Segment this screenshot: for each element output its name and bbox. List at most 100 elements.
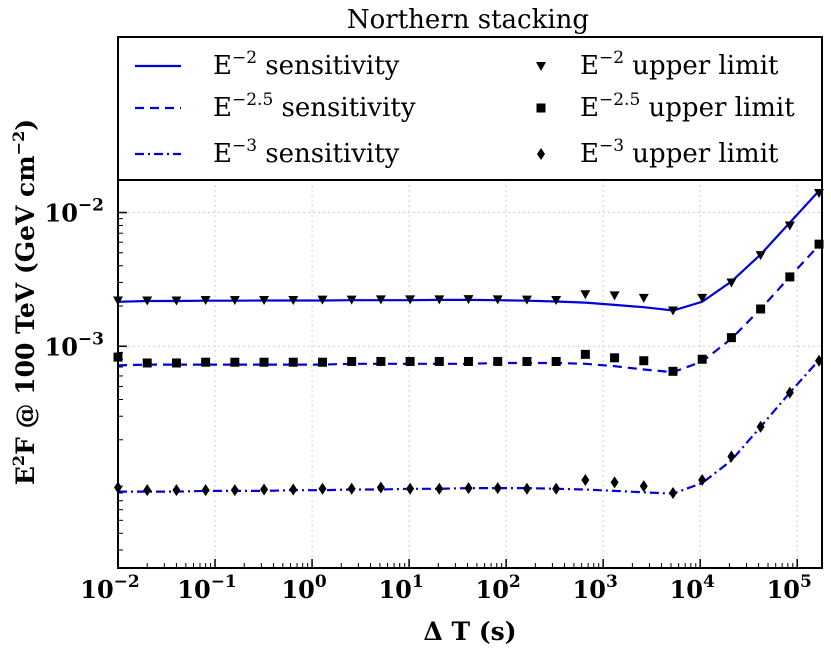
series-3-point	[259, 295, 270, 305]
series-4-point	[171, 358, 181, 368]
series-5-point	[318, 482, 327, 495]
legend-label: E−2.5 upper limit	[580, 90, 795, 123]
series-5-point	[230, 484, 239, 497]
series-3-point	[609, 291, 620, 301]
series-4-point	[230, 357, 240, 367]
series-4-point	[610, 353, 620, 363]
series-3-point	[638, 293, 649, 303]
series-5-point	[406, 482, 415, 495]
series-3-point	[492, 295, 503, 305]
series-3-point	[755, 251, 766, 261]
series-0-line	[117, 190, 820, 312]
series-4-point	[551, 356, 561, 366]
series-5-point	[435, 482, 444, 495]
series-3-point	[784, 221, 795, 231]
legend-marker-swatch	[537, 148, 545, 160]
series-5-point	[143, 484, 152, 497]
series-3-point	[142, 296, 153, 306]
x-tick-label: 101	[378, 572, 423, 604]
x-tick-label: 100	[281, 572, 326, 604]
legend-label: E−2 upper limit	[580, 48, 779, 81]
series-5-point	[727, 450, 736, 463]
legend-label: E−3 upper limit	[580, 136, 779, 169]
legend-marker-swatch	[536, 62, 546, 71]
legend-marker-swatch	[536, 103, 546, 113]
series-3-point	[346, 295, 357, 305]
series-1-line	[117, 244, 820, 374]
series-4-point	[434, 356, 444, 366]
series-3-point	[229, 295, 240, 305]
y-tick-label: 10−3	[45, 329, 104, 361]
series-5-point	[289, 483, 298, 496]
legend-box	[117, 36, 823, 181]
series-4-point	[756, 304, 766, 314]
series-3-point	[463, 295, 474, 305]
series-5-point	[201, 484, 210, 497]
series-5-point	[172, 484, 181, 497]
x-tick-label: 10−1	[177, 572, 236, 604]
legend: E−2 sensitivity E−2.5 sensitivity E−3 sens…	[135, 48, 795, 169]
series-5-point	[698, 474, 707, 487]
series-3-point	[697, 293, 708, 303]
series-4-point	[814, 239, 824, 249]
series-4-point	[639, 356, 649, 366]
series-3-point	[317, 295, 328, 305]
series-5-point	[464, 482, 473, 495]
legend-label: E−2.5 sensitivity	[213, 90, 416, 123]
series-4-point	[259, 357, 269, 367]
y-tick-label: 10−2	[45, 196, 104, 228]
x-tick-label: 103	[573, 572, 618, 604]
series-4-point	[697, 354, 707, 364]
series-4-point	[376, 356, 386, 366]
series-4-point	[785, 272, 795, 282]
series-5-point	[347, 482, 356, 495]
grid	[117, 180, 822, 568]
series-5-point	[610, 476, 619, 489]
series-4-point	[726, 333, 736, 343]
axis-ticks: 10−2 10−1 100 101 102 103 104 105 10−3 10−2	[45, 196, 812, 604]
series-5-point	[522, 482, 531, 495]
series-4-point	[288, 357, 298, 367]
plot-series	[113, 188, 825, 500]
series-5-point	[552, 482, 561, 495]
series-4-point	[464, 356, 474, 366]
series-5-point	[668, 487, 677, 500]
series-5-point	[639, 480, 648, 493]
series-3-point	[171, 296, 182, 306]
series-3-point	[375, 295, 386, 305]
series-3-point	[200, 295, 211, 305]
series-5-point	[756, 420, 765, 433]
x-tick-label: 102	[476, 572, 521, 604]
y-axis-label: E2F @ 100 TeV (GeV cm−2)	[9, 119, 40, 485]
x-tick-label: 105	[767, 572, 812, 604]
series-4-point	[493, 356, 503, 366]
series-3-point	[405, 295, 416, 305]
plot-frame	[117, 179, 823, 569]
chart-title: Northern stacking	[347, 5, 589, 35]
legend-label: E−3 sensitivity	[213, 136, 400, 169]
series-5-point	[581, 474, 590, 487]
series-5-point	[785, 386, 794, 399]
x-axis-label: Δ T (s)	[423, 617, 516, 646]
series-4-point	[522, 356, 532, 366]
series-3-point	[726, 278, 737, 288]
series-4-point	[580, 349, 590, 359]
series-3-point	[288, 295, 299, 305]
x-tick-label: 104	[670, 572, 715, 604]
series-5-point	[260, 483, 269, 496]
series-3-point	[521, 295, 532, 305]
series-4-point	[668, 366, 678, 376]
series-4-point	[347, 356, 357, 366]
series-3-point	[667, 306, 678, 316]
series-4-point	[405, 356, 415, 366]
series-5-point	[493, 482, 502, 495]
series-2-line	[118, 359, 820, 495]
series-3-point	[551, 295, 562, 305]
series-4-point	[201, 357, 211, 367]
x-tick-label: 10−2	[80, 572, 139, 604]
series-5-point	[376, 481, 385, 494]
series-3-point	[434, 295, 445, 305]
series-3-point	[580, 290, 591, 300]
legend-label: E−2 sensitivity	[213, 48, 400, 81]
